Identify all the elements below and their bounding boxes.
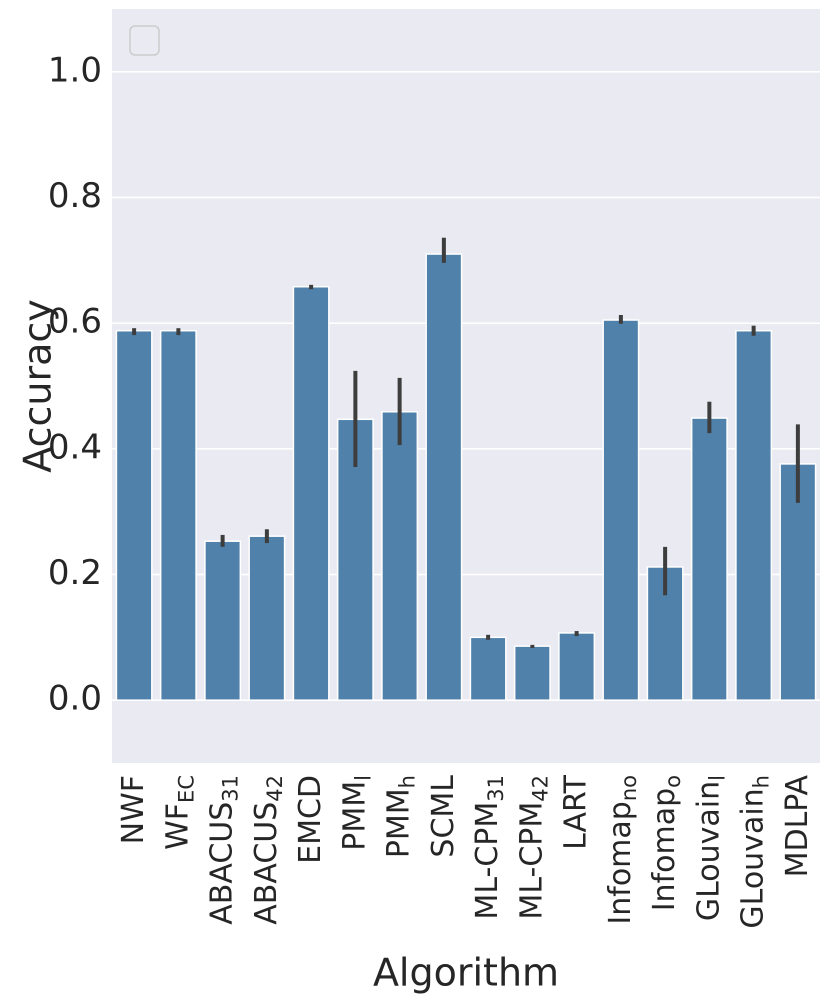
x-tick-label: MDLPA bbox=[779, 775, 814, 878]
y-axis-label: Accuracy bbox=[16, 299, 60, 473]
bar bbox=[425, 253, 463, 701]
bar bbox=[159, 329, 197, 701]
x-tick-label: WFEC bbox=[160, 775, 199, 850]
x-tick-label: PMMh bbox=[381, 775, 420, 858]
x-tick-label: ABACUS42 bbox=[248, 775, 287, 925]
x-tick-label: GLouvainh bbox=[735, 775, 774, 929]
x-axis-label: Algorithm bbox=[373, 951, 559, 995]
bar bbox=[602, 319, 640, 701]
x-tick-label: ML-CPM31 bbox=[470, 775, 509, 920]
x-tick-label: Infomapo bbox=[647, 775, 686, 911]
bar bbox=[558, 632, 596, 701]
x-tick-label: LART bbox=[558, 774, 593, 850]
y-tick-label: 0.4 bbox=[48, 427, 102, 467]
y-tick-label: 0.0 bbox=[48, 679, 102, 719]
x-tick-label: SCML bbox=[425, 775, 460, 858]
y-tick-label: 0.8 bbox=[48, 176, 102, 216]
bar bbox=[204, 540, 242, 701]
x-tick-label: NWF bbox=[116, 775, 151, 844]
legend-box bbox=[129, 25, 160, 56]
bar bbox=[292, 285, 330, 701]
x-tick-label: PMMl bbox=[337, 775, 376, 851]
bar bbox=[115, 329, 153, 701]
bar bbox=[690, 417, 728, 701]
bar bbox=[248, 535, 286, 701]
y-tick-label: 1.0 bbox=[48, 50, 102, 90]
x-tick-label: EMCD bbox=[293, 775, 328, 864]
bar bbox=[513, 645, 551, 701]
x-tick-label: GLouvainl bbox=[691, 775, 730, 921]
x-tick-label: ML-CPM42 bbox=[514, 775, 553, 920]
bar bbox=[381, 411, 419, 701]
y-tick-label: 0.6 bbox=[48, 302, 102, 342]
x-tick-label: ABACUS31 bbox=[204, 775, 243, 925]
bar bbox=[735, 329, 773, 701]
y-tick-label: 0.2 bbox=[48, 553, 102, 593]
x-tick-label: Infomapno bbox=[602, 775, 641, 925]
marks bbox=[115, 237, 817, 701]
bar bbox=[469, 636, 507, 701]
bar bbox=[779, 463, 817, 701]
